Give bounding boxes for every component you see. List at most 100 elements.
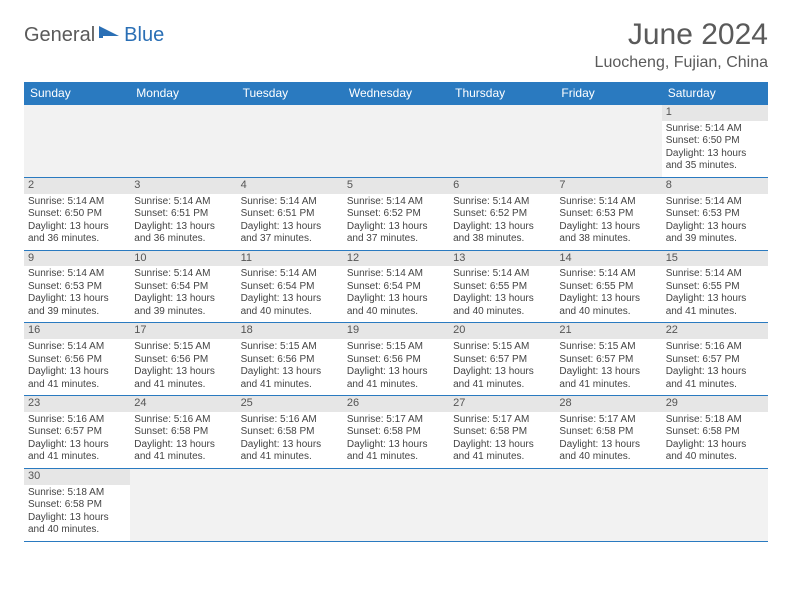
day-number: 26 [343,396,449,412]
daylight-line: Daylight: 13 hours and 41 minutes. [28,366,126,391]
calendar-page: General Blue June 2024 Luocheng, Fujian,… [0,0,792,560]
day-number: 30 [24,469,130,485]
daylight-line: Daylight: 13 hours and 35 minutes. [666,148,764,173]
month-title: June 2024 [595,18,768,52]
day-cell: 24Sunrise: 5:16 AMSunset: 6:58 PMDayligh… [130,396,236,469]
daylight-line: Daylight: 13 hours and 37 minutes. [347,221,445,246]
day-number: 7 [555,178,661,194]
daylight-line: Daylight: 13 hours and 41 minutes. [28,439,126,464]
day-cell: 13Sunrise: 5:14 AMSunset: 6:55 PMDayligh… [449,250,555,323]
day-cell: 19Sunrise: 5:15 AMSunset: 6:56 PMDayligh… [343,323,449,396]
calendar-week-row: 1Sunrise: 5:14 AMSunset: 6:50 PMDaylight… [24,105,768,178]
daylight-line: Daylight: 13 hours and 40 minutes. [453,293,551,318]
weekday-header: Sunday [24,82,130,105]
daylight-line: Daylight: 13 hours and 37 minutes. [241,221,339,246]
sunset-line: Sunset: 6:56 PM [347,354,445,367]
sunset-line: Sunset: 6:58 PM [134,426,232,439]
empty-cell [343,468,449,541]
daylight-line: Daylight: 13 hours and 41 minutes. [134,439,232,464]
sunrise-line: Sunrise: 5:18 AM [666,414,764,427]
weekday-header: Monday [130,82,236,105]
daylight-line: Daylight: 13 hours and 38 minutes. [453,221,551,246]
daylight-line: Daylight: 13 hours and 41 minutes. [453,439,551,464]
day-number: 22 [662,323,768,339]
day-cell: 27Sunrise: 5:17 AMSunset: 6:58 PMDayligh… [449,396,555,469]
sunrise-line: Sunrise: 5:14 AM [666,123,764,136]
calendar-week-row: 9Sunrise: 5:14 AMSunset: 6:53 PMDaylight… [24,250,768,323]
sunrise-line: Sunrise: 5:15 AM [347,341,445,354]
calendar-week-row: 23Sunrise: 5:16 AMSunset: 6:57 PMDayligh… [24,396,768,469]
day-cell: 21Sunrise: 5:15 AMSunset: 6:57 PMDayligh… [555,323,661,396]
daylight-line: Daylight: 13 hours and 38 minutes. [559,221,657,246]
sunset-line: Sunset: 6:53 PM [666,208,764,221]
sunrise-line: Sunrise: 5:17 AM [453,414,551,427]
calendar-week-row: 30Sunrise: 5:18 AMSunset: 6:58 PMDayligh… [24,468,768,541]
daylight-line: Daylight: 13 hours and 39 minutes. [28,293,126,318]
day-number: 16 [24,323,130,339]
calendar-header-row: SundayMondayTuesdayWednesdayThursdayFrid… [24,82,768,105]
empty-cell [449,468,555,541]
day-cell: 25Sunrise: 5:16 AMSunset: 6:58 PMDayligh… [237,396,343,469]
day-cell: 6Sunrise: 5:14 AMSunset: 6:52 PMDaylight… [449,177,555,250]
weekday-header: Wednesday [343,82,449,105]
daylight-line: Daylight: 13 hours and 41 minutes. [453,366,551,391]
day-cell: 4Sunrise: 5:14 AMSunset: 6:51 PMDaylight… [237,177,343,250]
day-cell: 16Sunrise: 5:14 AMSunset: 6:56 PMDayligh… [24,323,130,396]
calendar-week-row: 16Sunrise: 5:14 AMSunset: 6:56 PMDayligh… [24,323,768,396]
sunrise-line: Sunrise: 5:14 AM [347,268,445,281]
sunrise-line: Sunrise: 5:14 AM [347,196,445,209]
sunset-line: Sunset: 6:58 PM [666,426,764,439]
day-number: 18 [237,323,343,339]
header: General Blue June 2024 Luocheng, Fujian,… [24,18,768,72]
daylight-line: Daylight: 13 hours and 40 minutes. [559,439,657,464]
day-cell: 26Sunrise: 5:17 AMSunset: 6:58 PMDayligh… [343,396,449,469]
flag-icon [99,24,121,47]
daylight-line: Daylight: 13 hours and 41 minutes. [134,366,232,391]
sunset-line: Sunset: 6:55 PM [666,281,764,294]
sunset-line: Sunset: 6:57 PM [453,354,551,367]
empty-cell [555,105,661,178]
sunset-line: Sunset: 6:56 PM [241,354,339,367]
day-cell: 18Sunrise: 5:15 AMSunset: 6:56 PMDayligh… [237,323,343,396]
day-number: 17 [130,323,236,339]
day-cell: 10Sunrise: 5:14 AMSunset: 6:54 PMDayligh… [130,250,236,323]
daylight-line: Daylight: 13 hours and 41 minutes. [559,366,657,391]
day-cell: 15Sunrise: 5:14 AMSunset: 6:55 PMDayligh… [662,250,768,323]
sunset-line: Sunset: 6:51 PM [134,208,232,221]
sunset-line: Sunset: 6:55 PM [559,281,657,294]
sunset-line: Sunset: 6:58 PM [559,426,657,439]
brand-logo: General Blue [24,24,164,47]
daylight-line: Daylight: 13 hours and 40 minutes. [28,512,126,537]
daylight-line: Daylight: 13 hours and 41 minutes. [241,366,339,391]
empty-cell [130,105,236,178]
sunrise-line: Sunrise: 5:14 AM [666,196,764,209]
brand-part2: Blue [124,24,164,47]
day-number: 9 [24,251,130,267]
day-cell: 5Sunrise: 5:14 AMSunset: 6:52 PMDaylight… [343,177,449,250]
sunrise-line: Sunrise: 5:18 AM [28,487,126,500]
sunrise-line: Sunrise: 5:14 AM [241,196,339,209]
weekday-header: Friday [555,82,661,105]
daylight-line: Daylight: 13 hours and 40 minutes. [241,293,339,318]
sunrise-line: Sunrise: 5:15 AM [453,341,551,354]
weekday-header: Thursday [449,82,555,105]
day-number: 2 [24,178,130,194]
sunrise-line: Sunrise: 5:14 AM [28,268,126,281]
day-cell: 23Sunrise: 5:16 AMSunset: 6:57 PMDayligh… [24,396,130,469]
day-number: 29 [662,396,768,412]
sunrise-line: Sunrise: 5:16 AM [666,341,764,354]
day-cell: 29 Sunrise: 5:18 AMSunset: 6:58 PMDayligh… [662,396,768,469]
day-cell: 17Sunrise: 5:15 AMSunset: 6:56 PMDayligh… [130,323,236,396]
day-cell: 20Sunrise: 5:15 AMSunset: 6:57 PMDayligh… [449,323,555,396]
daylight-line: Daylight: 13 hours and 41 minutes. [347,439,445,464]
day-number: 8 [662,178,768,194]
day-number: 3 [130,178,236,194]
day-cell: 7Sunrise: 5:14 AMSunset: 6:53 PMDaylight… [555,177,661,250]
day-cell: 28Sunrise: 5:17 AMSunset: 6:58 PMDayligh… [555,396,661,469]
sunset-line: Sunset: 6:53 PM [28,281,126,294]
sunrise-line: Sunrise: 5:14 AM [666,268,764,281]
sunrise-line: Sunrise: 5:15 AM [559,341,657,354]
day-cell: 30Sunrise: 5:18 AMSunset: 6:58 PMDayligh… [24,468,130,541]
daylight-line: Daylight: 13 hours and 40 minutes. [666,439,764,464]
daylight-line: Daylight: 13 hours and 41 minutes. [347,366,445,391]
